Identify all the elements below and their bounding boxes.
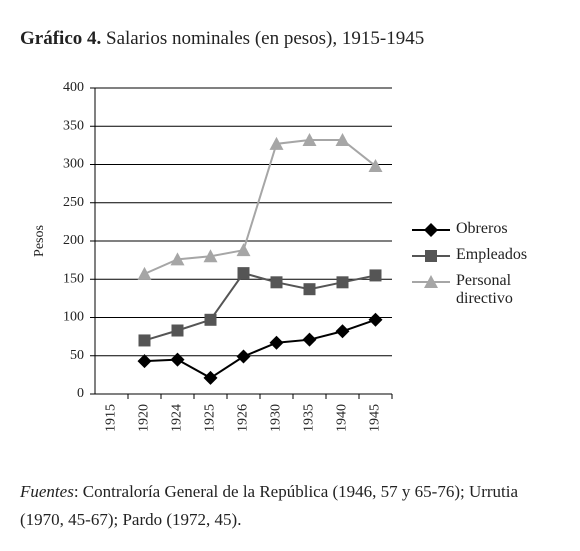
data-point: [203, 249, 218, 263]
chart-title: Gráfico 4. Salarios nominales (en pesos)…: [20, 28, 424, 50]
legend-entry: Personal directivo: [412, 272, 572, 308]
data-point: [137, 354, 152, 369]
data-point: [204, 313, 217, 326]
title-text: Salarios nominales (en pesos), 1915-1945: [106, 28, 425, 49]
source-label: Fuentes: [20, 482, 74, 501]
y-tick-label: 200: [63, 233, 84, 248]
data-point: [302, 332, 317, 347]
legend-label: Obreros: [456, 220, 508, 237]
data-point: [302, 133, 317, 147]
data-point: [170, 252, 185, 266]
data-point: [335, 133, 350, 147]
legend: Obreros Empleados Personal directivo: [412, 220, 572, 316]
title-prefix: Gráfico 4.: [20, 28, 102, 49]
x-tick-label: 1930: [269, 404, 284, 432]
data-point: [170, 352, 185, 367]
x-tick-label: 1920: [137, 404, 152, 432]
data-point: [335, 324, 350, 339]
y-tick-label: 100: [63, 310, 84, 325]
data-point: [369, 269, 382, 282]
legend-icon: [412, 250, 450, 262]
series-line: [144, 139, 377, 275]
y-tick-label: 150: [63, 271, 84, 286]
legend-label: Empleados: [456, 246, 528, 263]
x-tick-label: 1926: [236, 404, 251, 432]
legend-entry: Empleados: [412, 246, 572, 264]
legend-marker: [425, 250, 437, 262]
source-note: Fuentes: Contraloría General de la Repúb…: [20, 478, 565, 534]
legend-entry: Obreros: [412, 220, 572, 238]
x-tick-label: 1940: [335, 404, 350, 432]
y-tick-label: 0: [77, 386, 84, 401]
y-tick-label: 250: [63, 195, 84, 210]
data-point: [237, 267, 250, 280]
y-tick-label: 50: [70, 348, 84, 363]
legend-marker: [424, 275, 438, 288]
legend-icon: [412, 275, 450, 288]
y-tick-label: 350: [63, 118, 84, 133]
x-tick-label: 1925: [203, 404, 218, 432]
data-point: [171, 324, 184, 337]
data-point: [336, 276, 349, 289]
data-point: [368, 312, 383, 327]
data-point: [137, 266, 152, 280]
data-point: [203, 370, 218, 385]
data-point: [270, 276, 283, 289]
data-point: [138, 334, 151, 347]
source-text: : Contraloría General de la República (1…: [20, 482, 519, 529]
x-tick-label: 1935: [302, 404, 317, 432]
legend-marker: [424, 223, 438, 237]
data-point: [368, 159, 383, 173]
data-point: [236, 349, 251, 364]
x-tick-label: 1945: [368, 404, 383, 432]
data-point: [269, 335, 284, 350]
y-tick-label: 400: [63, 80, 84, 95]
y-axis-label: Pesos: [32, 225, 47, 257]
x-tick-label: 1915: [104, 404, 119, 432]
legend-icon: [412, 223, 450, 237]
y-tick-label: 300: [63, 157, 84, 172]
data-point: [236, 243, 251, 257]
x-tick-label: 1924: [170, 404, 185, 432]
data-point: [269, 136, 284, 150]
legend-label: Personal directivo: [456, 272, 513, 307]
data-point: [303, 283, 316, 296]
